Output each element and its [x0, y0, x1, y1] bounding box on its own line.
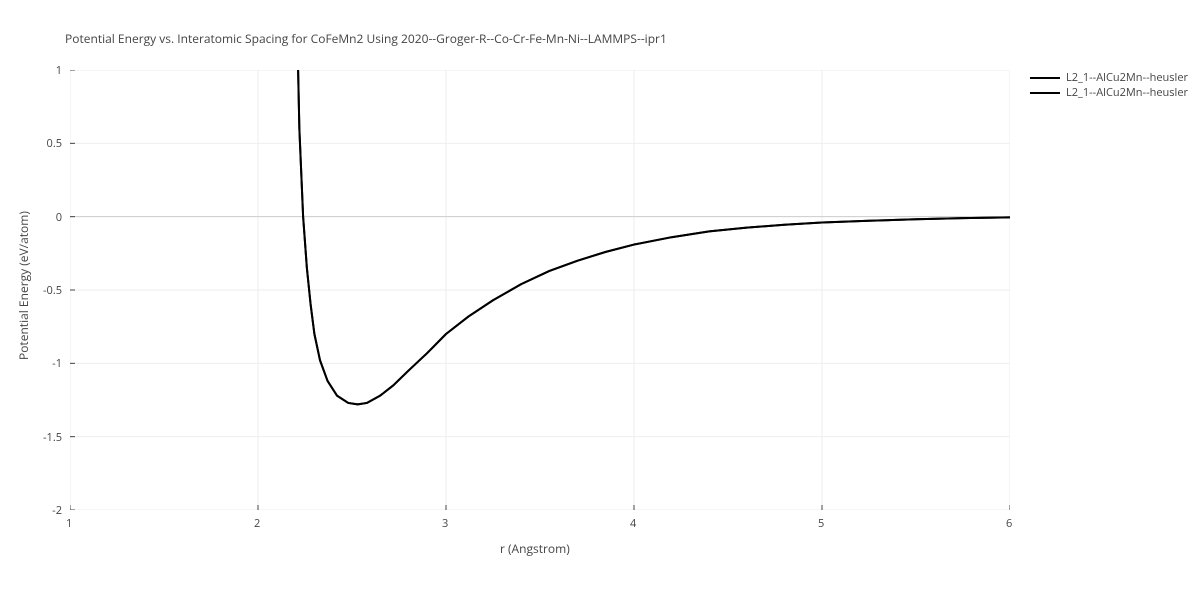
- x-axis-label: r (Angstrom): [500, 540, 570, 557]
- x-tick-label: 3: [442, 516, 448, 531]
- y-axis-label: Potential Energy (eV/atom): [15, 211, 32, 360]
- legend-swatch: [1030, 77, 1060, 79]
- y-tick-label: -0.5: [43, 283, 62, 298]
- chart-container: Potential Energy vs. Interatomic Spacing…: [0, 0, 1200, 600]
- plot-area[interactable]: [70, 70, 1010, 510]
- chart-title: Potential Energy vs. Interatomic Spacing…: [65, 30, 667, 47]
- legend-label: L2_1--AlCu2Mn--heusler: [1066, 70, 1188, 85]
- legend-item[interactable]: L2_1--AlCu2Mn--heusler: [1030, 85, 1188, 100]
- x-tick-label: 6: [1006, 516, 1012, 531]
- x-tick-label: 5: [818, 516, 824, 531]
- legend-label: L2_1--AlCu2Mn--heusler: [1066, 85, 1188, 100]
- x-tick-label: 4: [630, 516, 636, 531]
- x-tick-label: 1: [66, 516, 72, 531]
- legend[interactable]: L2_1--AlCu2Mn--heuslerL2_1--AlCu2Mn--heu…: [1030, 70, 1188, 100]
- y-tick-label: -2: [52, 503, 62, 518]
- legend-item[interactable]: L2_1--AlCu2Mn--heusler: [1030, 70, 1188, 85]
- x-tick-label: 2: [254, 516, 260, 531]
- y-tick-label: -1.5: [43, 430, 62, 445]
- y-tick-label: 0: [56, 210, 62, 225]
- legend-swatch: [1030, 92, 1060, 94]
- y-tick-label: 1: [56, 63, 62, 78]
- y-tick-label: 0.5: [47, 136, 62, 151]
- y-tick-label: -1: [52, 356, 62, 371]
